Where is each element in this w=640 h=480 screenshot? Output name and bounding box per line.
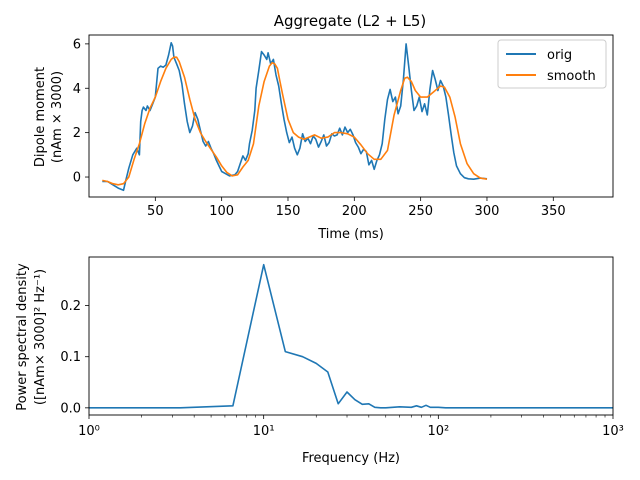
top-x-tick-label: 150 xyxy=(276,204,301,219)
series-line-smooth xyxy=(102,56,488,186)
top-x-tick-label: 200 xyxy=(342,204,367,219)
bottom-chart: 10⁰ 10¹ 10² 10³ 0.0 0.1 0.2 Frequency (Hz) Po… xyxy=(15,256,624,466)
top-x-tick-label: 250 xyxy=(408,204,433,219)
top-y-tick-label: 2 xyxy=(73,126,81,141)
bottom-y-ticks: 0.0 0.1 0.2 xyxy=(60,299,89,416)
top-series-lines xyxy=(102,41,488,192)
bottom-x-tick-label: 10¹ xyxy=(253,424,275,439)
top-x-tick-label: 350 xyxy=(541,204,566,219)
top-x-tick-label: 300 xyxy=(475,204,500,219)
top-y-ticks: 0 2 4 6 xyxy=(73,37,89,186)
bottom-plot-frame xyxy=(88,256,614,416)
bottom-x-tick-label: 10² xyxy=(427,424,449,439)
bottom-y-axis-label-line2: ([nAm× 3000]² Hz⁻¹) xyxy=(33,269,48,405)
bottom-x-ticks: 10⁰ 10¹ 10² 10³ xyxy=(78,415,624,439)
bottom-x-tick-label: 10⁰ xyxy=(78,424,100,439)
top-plot-frame xyxy=(88,34,614,198)
top-y-tick-label: 6 xyxy=(73,37,81,52)
bottom-series-lines xyxy=(89,263,613,409)
top-y-tick-label: 0 xyxy=(73,171,81,186)
top-x-axis-label: Time (ms) xyxy=(317,227,384,242)
top-y-tick-label: 4 xyxy=(73,82,81,97)
top-x-tick-label: 50 xyxy=(147,204,164,219)
bottom-x-axis-label: Frequency (Hz) xyxy=(302,451,400,466)
bottom-y-axis-label-line1: Power spectral density xyxy=(15,263,30,411)
bottom-y-tick-label: 0.2 xyxy=(60,299,81,314)
legend-label-smooth: smooth xyxy=(547,69,596,84)
bottom-y-tick-label: 0.1 xyxy=(60,350,81,365)
bottom-x-tick-label: 10³ xyxy=(602,424,624,439)
top-legend: orig smooth xyxy=(497,39,607,89)
top-chart-title: Aggregate (L2 + L5) xyxy=(274,12,427,30)
top-chart: Aggregate (L2 + L5) 50 100 150 200 250 300 350… xyxy=(33,12,614,242)
series-line-orig xyxy=(102,41,488,192)
legend-label-orig: orig xyxy=(547,48,572,63)
psd-series-line xyxy=(89,263,613,409)
top-y-axis-label-line1: Dipole moment xyxy=(33,67,48,167)
bottom-y-tick-label: 0.0 xyxy=(60,401,81,416)
top-x-tick-label: 100 xyxy=(209,204,234,219)
top-x-ticks: 50 100 150 200 250 300 350 xyxy=(147,197,566,219)
top-y-axis-label-line2: (nAm × 3000) xyxy=(50,71,65,163)
